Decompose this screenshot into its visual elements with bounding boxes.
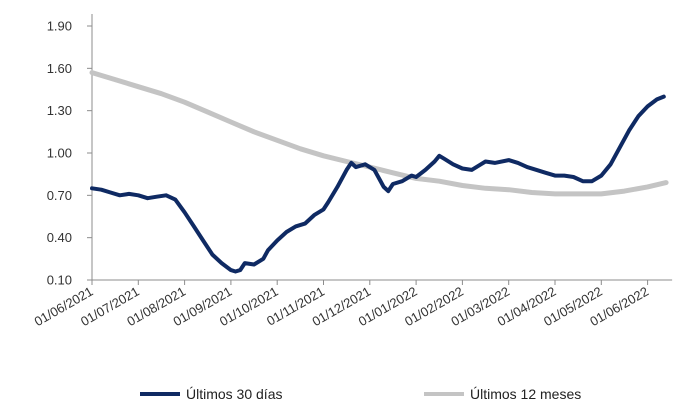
series-lines [89, 70, 669, 274]
y-tick-label: 0.40 [47, 230, 72, 245]
y-tick-label: 1.60 [47, 61, 72, 76]
y-tick-label: 1.00 [47, 146, 72, 161]
y-tick-label: 1.30 [47, 103, 72, 118]
y-axis: 0.10 0.40 0.70 1.00 1.30 1.60 1.90 [47, 14, 93, 288]
y-tick-label: 0.10 [47, 273, 72, 288]
series-line-ultimos-12-meses [89, 70, 669, 197]
y-tick-label: 0.70 [47, 188, 72, 203]
legend-item-ultimos-12-meses-label: Últimos 12 meses [470, 386, 581, 402]
x-axis: 01/06/202101/07/202101/08/202101/09/2021… [32, 279, 673, 329]
series-line-ultimos-30-dias [90, 94, 666, 274]
legend-item-ultimos-30-dias-label: Últimos 30 días [186, 386, 282, 402]
legend: Últimos 30 días Últimos 12 meses [140, 386, 581, 402]
y-tick-label: 1.90 [47, 19, 72, 34]
